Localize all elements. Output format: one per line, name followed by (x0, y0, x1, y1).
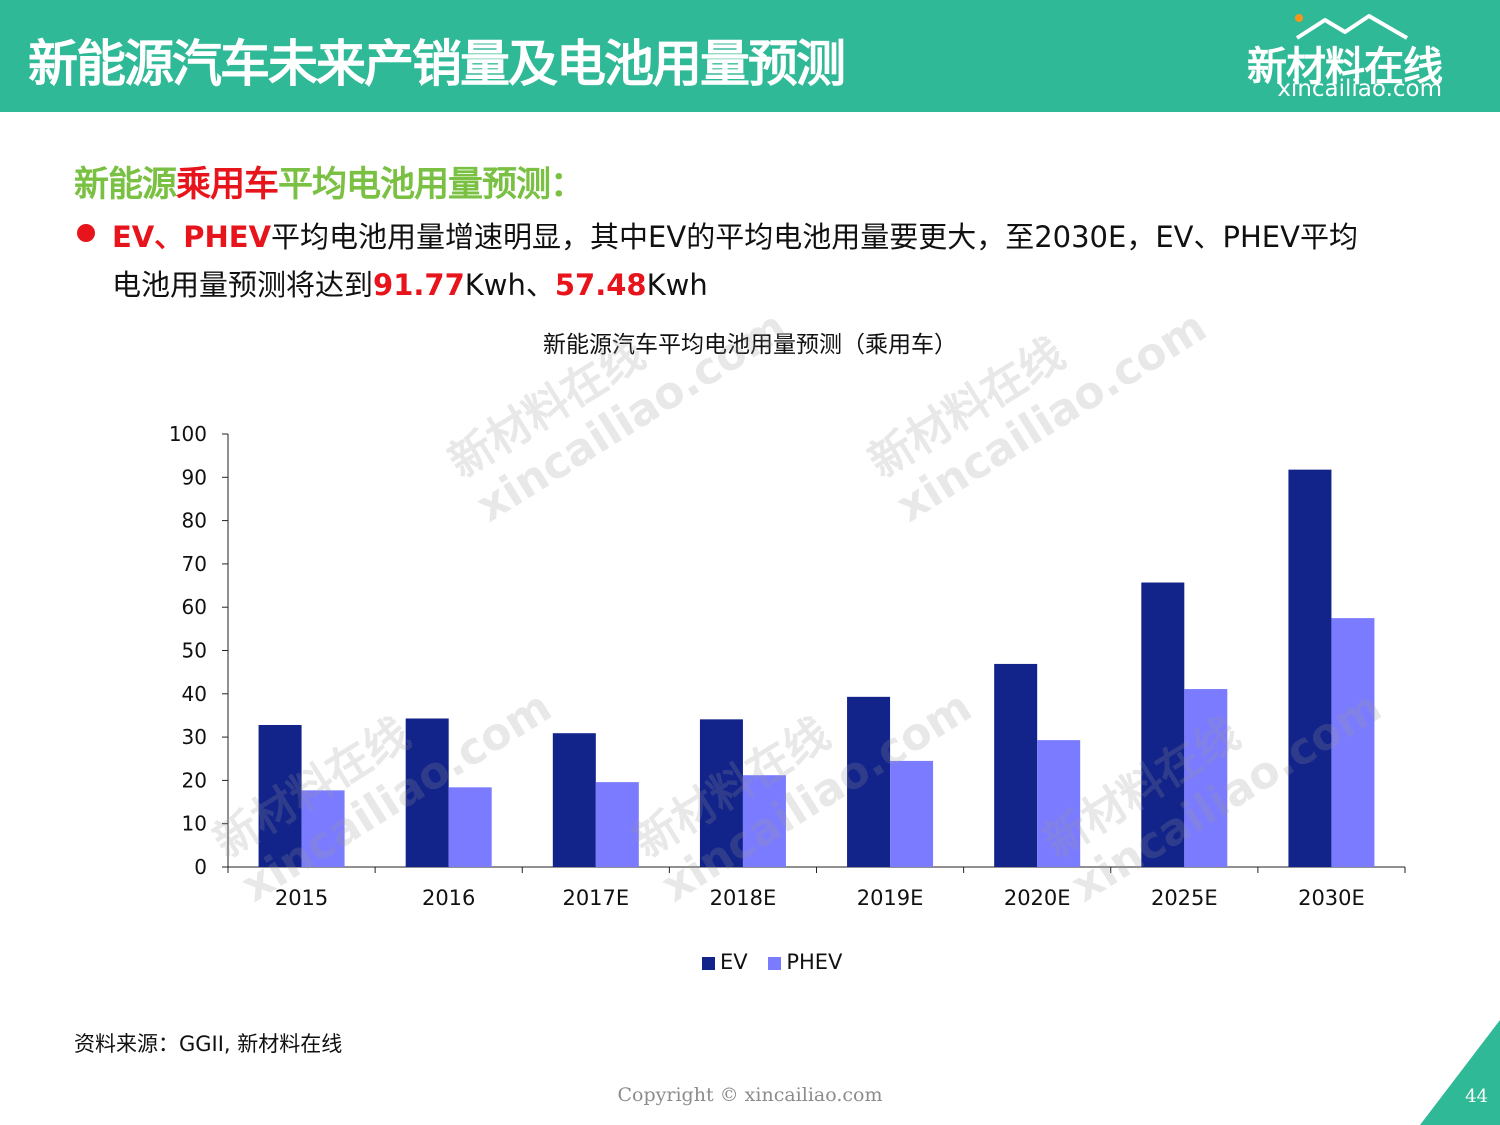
legend-label-ev: EV (720, 950, 748, 974)
x-tick-label: 2025E (1151, 886, 1218, 910)
bar-phev-2016 (448, 787, 492, 867)
subtitle-part-2: 乘用车 (176, 165, 279, 205)
bar-phev-2015 (301, 790, 345, 867)
y-tick-label: 20 (182, 768, 207, 792)
bar-phev-2017e (595, 782, 639, 867)
y-tick-label: 80 (182, 509, 207, 533)
legend-label-phev: PHEV (786, 950, 843, 974)
brand-logo: 新材料在线 xincailiao.com (1247, 10, 1443, 106)
x-tick-label: 2017E (562, 886, 629, 910)
y-tick-label: 50 (182, 639, 207, 663)
bar-ev-2025e (1141, 582, 1185, 867)
bullet-unit-1: Kwh、 (464, 268, 555, 302)
chart-title: 新能源汽车平均电池用量预测（乘用车） (543, 332, 957, 358)
bar-phev-2018e (742, 775, 786, 867)
y-tick-label: 0 (194, 855, 207, 879)
x-tick-label: 2016 (422, 886, 475, 910)
bar-phev-2025e (1184, 689, 1228, 867)
y-tick-label: 100 (169, 422, 207, 446)
section-subtitle: 新能源乘用车平均电池用量预测： (74, 156, 585, 207)
legend-item-phev: PHEV (768, 950, 842, 974)
subtitle-part-1: 新能源 (74, 165, 177, 205)
bar-ev-2019e (847, 696, 891, 867)
page-number: 44 (1465, 1086, 1488, 1107)
x-tick-label: 2018E (710, 886, 777, 910)
bar-ev-2017e (552, 733, 596, 867)
x-tick-label: 2019E (857, 886, 924, 910)
bullet-unit-2: Kwh (646, 268, 708, 302)
bar-phev-2030e (1331, 618, 1375, 867)
legend-swatch-ev (702, 956, 715, 970)
bullet-text-2: 电池用量预测将达到 (112, 268, 374, 302)
legend-item-ev: EV (702, 950, 748, 974)
ev-value-highlight: 91.77 (373, 268, 465, 302)
x-tick-label: 2020E (1004, 886, 1071, 910)
bar-ev-2030e (1288, 469, 1332, 867)
source-note: 资料来源：GGII, 新材料在线 (74, 1032, 343, 1056)
phev-value-highlight: 57.48 (554, 268, 647, 302)
y-tick-label: 10 (182, 812, 207, 836)
subtitle-part-3: 平均电池用量预测： (278, 165, 585, 205)
y-tick-label: 30 (182, 725, 207, 749)
bar-ev-2020e (994, 663, 1038, 867)
bullet-line-2: 电池用量预测将达到91.77Kwh、57.48Kwh (112, 262, 708, 304)
bar-phev-2020e (1037, 740, 1081, 867)
y-tick-label: 40 (182, 682, 207, 706)
logo-text-cn: 新材料在线 (1247, 44, 1443, 90)
legend-swatch-phev (768, 956, 782, 970)
y-tick-label: 60 (182, 595, 207, 619)
x-tick-label: 2015 (275, 886, 328, 910)
page-title: 新能源汽车未来产销量及电池用量预测 (28, 35, 846, 93)
bar-phev-2019e (890, 760, 934, 867)
header-bar: 新能源汽车未来产销量及电池用量预测 新材料在线 xincailiao.com (0, 0, 1500, 112)
roof-icon (1295, 14, 1409, 40)
bullet-line-1: EV、PHEV平均电池用量增速明显，其中EV的平均电池用量要更大，至2030E，… (112, 214, 1358, 256)
chart-legend: EV PHEV (702, 950, 856, 974)
bullet-dot-icon (77, 224, 95, 242)
bullet-text-1: 平均电池用量增速明显，其中EV的平均电池用量要更大，至2030E，EV、PHEV… (271, 220, 1358, 254)
bullet-highlight-1: EV、PHEV (112, 220, 272, 254)
x-tick-label: 2030E (1298, 886, 1365, 910)
bar-ev-2018e (699, 719, 743, 867)
y-tick-label: 90 (182, 465, 207, 489)
corner-triangle-icon (1420, 1020, 1500, 1125)
y-tick-label: 70 (182, 552, 207, 576)
bar-ev-2015 (258, 724, 302, 867)
copyright-text: Copyright © xincailiao.com (617, 1084, 883, 1106)
bar-ev-2016 (405, 718, 449, 867)
logo-text-en: xincailiao.com (1277, 76, 1442, 102)
